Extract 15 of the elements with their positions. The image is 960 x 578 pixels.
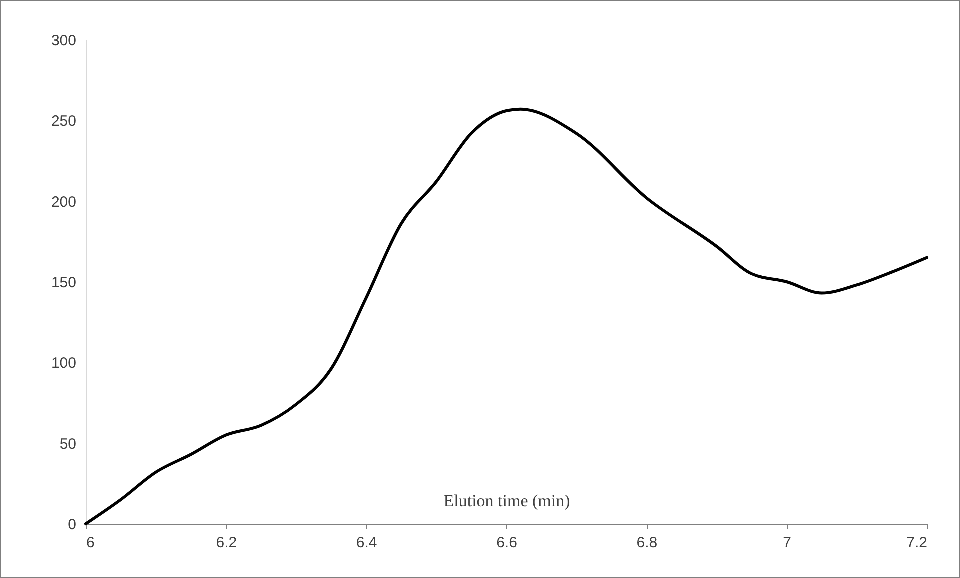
x-axis-title: Elution time (min) <box>444 492 570 510</box>
x-tick-label: 6.6 <box>496 534 518 552</box>
x-tick-label: 6 <box>86 534 95 552</box>
x-tick-label: 7.2 <box>906 534 928 552</box>
y-tick-label: 100 <box>51 355 76 372</box>
y-tick-label: 150 <box>51 274 76 292</box>
y-tick-label: 50 <box>60 436 76 453</box>
y-tick-label: 0 <box>68 516 76 534</box>
y-tick-label: 250 <box>51 113 76 130</box>
y-tick-label: 200 <box>51 194 76 211</box>
x-tick-label: 6.8 <box>636 534 658 552</box>
x-tick-label: 6.2 <box>216 534 238 552</box>
x-tick-label: 7 <box>783 534 792 552</box>
y-tick-label: 300 <box>51 32 76 50</box>
x-tick-label: 6.4 <box>356 534 378 552</box>
